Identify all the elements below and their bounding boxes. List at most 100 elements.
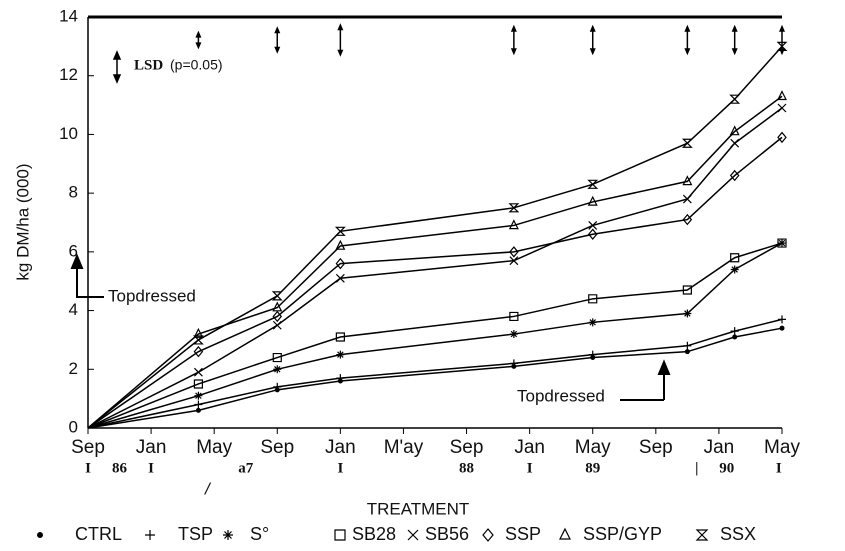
legend-label: SB56 [425,524,469,544]
marker [193,379,204,389]
marker [273,382,282,391]
lsd-head [337,23,344,31]
y-tick-label: 0 [69,417,78,436]
x-tick-label: Jan [136,437,167,458]
marker [777,131,787,144]
marker [730,265,739,274]
lsd-head [510,24,517,32]
lsd-legend-arrow [112,50,122,84]
marker [223,530,233,540]
legend-label: SSP [505,524,541,544]
marker [193,345,204,358]
x-tick-label: Jan [704,437,735,458]
lsd-head [731,48,738,56]
series-line [87,95,783,429]
marker [335,273,345,283]
series-line [87,136,783,429]
lsd-note: (p=0.05) [170,57,223,73]
marker [729,94,741,104]
marker [509,256,519,266]
marker [509,330,518,339]
marker [272,301,283,312]
marker [777,90,787,101]
lsd-bar [510,24,517,56]
series-line [87,242,783,429]
marker [272,352,282,363]
legend-title: TREATMENT [367,499,470,518]
series-line [87,242,783,429]
marker [195,407,201,413]
annotation: Topdressed [108,286,196,305]
x-tick-label: May [196,437,232,458]
lsd-bar [337,23,344,57]
marker [681,138,693,148]
y-tick-label: 4 [69,300,78,319]
lsd-bar [589,24,596,56]
lsd-bar [195,30,202,50]
lsd-head [195,42,202,50]
lsd-head [195,30,202,38]
year-label: I [148,460,154,476]
marker [193,367,203,377]
marker [682,213,693,226]
y-tick-label: 2 [69,359,78,378]
marker [777,238,787,248]
marker [508,203,520,213]
marker [509,311,519,322]
marker [407,529,419,541]
marker [730,327,739,336]
marker [588,318,597,327]
marker [729,125,740,136]
marker [193,327,204,338]
year-label: 90 [719,460,734,476]
y-tick-label: 8 [69,183,78,202]
marker [37,532,43,538]
x-tick-label: May [575,437,611,458]
legend-label: CTRL [75,524,122,544]
lsd-label: LSD [134,57,163,73]
marker [588,221,598,230]
lsd-bar [731,24,738,56]
year-label: I [527,460,533,476]
marker [683,341,692,350]
annotation: / [204,479,212,498]
legend-label: SSP/GYP [583,524,662,544]
marker [588,350,597,359]
lsd-head [684,24,691,32]
marker [145,530,155,540]
marker [336,350,345,359]
marker [335,239,346,250]
y-tick-label: 12 [59,65,78,84]
series-line [87,107,783,429]
year-label: a7 [238,460,254,476]
lsd-head [510,48,517,56]
marker [336,374,345,383]
lsd-head [731,24,738,32]
marker [334,226,346,236]
marker [778,315,786,324]
x-tick-label: M'ay [384,437,424,458]
marker [335,332,345,342]
marker [588,294,598,304]
year-label: 88 [459,460,474,476]
marker [682,194,692,204]
year-label: I [85,460,91,476]
lsd-head [684,48,691,56]
marker [776,41,788,51]
marker [194,391,203,400]
year-label: 86 [112,460,128,476]
annotation: Topdressed [517,386,605,405]
marker [779,325,785,331]
marker [509,359,518,368]
marker [695,529,709,541]
x-tick-label: Sep [71,437,105,458]
y-tick-label: 6 [69,241,78,260]
year-label: | [695,460,698,476]
lsd-head [589,48,596,56]
marker [684,349,690,355]
legend-label: SSX [720,524,756,544]
marker [587,195,598,206]
marker [730,253,740,263]
lsd-head [274,46,281,54]
marker [335,257,346,270]
